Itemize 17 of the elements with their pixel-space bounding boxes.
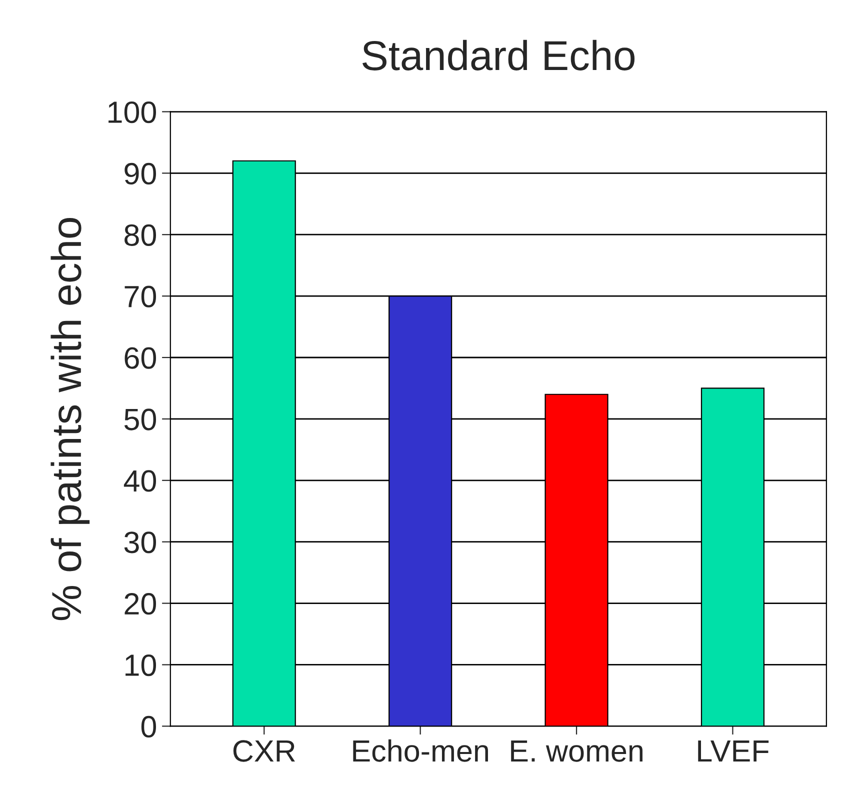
y-tick-label: 30	[124, 532, 156, 554]
x-tick-label: CXR	[233, 740, 295, 762]
y-tick-label: 50	[124, 408, 156, 430]
x-tick-label: Echo-men	[353, 739, 488, 762]
y-tick-label: 70	[124, 286, 156, 308]
y-tick-label: 60	[124, 347, 156, 369]
y-tick-label: 40	[124, 470, 156, 492]
y-tick-label: 90	[124, 162, 156, 185]
y-axis-title: % of patints with echo	[50, 218, 90, 620]
y-tick-label: 10	[126, 654, 156, 676]
y-tick-label: 80	[124, 224, 156, 246]
x-tick-label: LVEF	[698, 740, 769, 762]
x-tick-label: E. women	[511, 740, 642, 762]
y-tick-label: 100	[108, 101, 156, 124]
chart-title: Standard Echo	[362, 40, 635, 70]
y-tick-label: 0	[141, 716, 156, 738]
y-tick-label: 20	[124, 593, 156, 615]
